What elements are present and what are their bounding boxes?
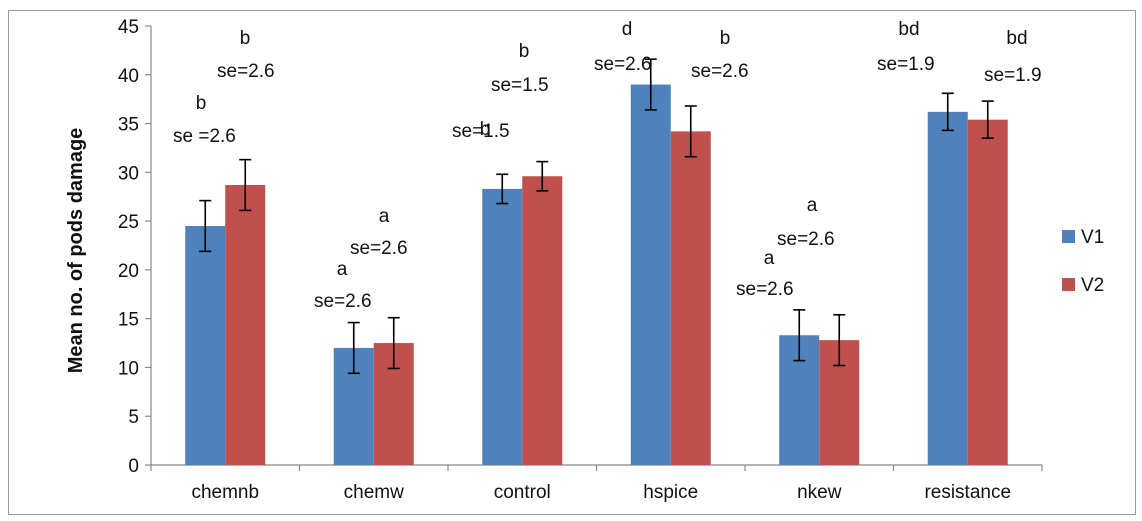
y-axis: Mean no. of pods damage 0 5 10 15 20 25 30 35 40… bbox=[65, 17, 152, 477]
x-axis: chemnb chemw control hspice nkew resistance bbox=[150, 464, 1043, 503]
se-label: se=1.9 bbox=[984, 65, 1042, 86]
bar-v1 bbox=[630, 84, 671, 466]
y-tick-label: 45 bbox=[118, 17, 139, 38]
y-tick-label: 35 bbox=[118, 115, 139, 136]
y-tick-label: 20 bbox=[118, 261, 139, 282]
x-tick-label: nkew bbox=[797, 482, 842, 503]
significance-letter: a bbox=[379, 206, 390, 227]
se-label: se=1.5 bbox=[452, 121, 510, 142]
annotations: bse =2.6bse=2.6ase=2.6ase=2.6bse=1.5bse=… bbox=[173, 19, 1042, 312]
y-tick-label: 10 bbox=[118, 358, 139, 379]
se-label: se=2.6 bbox=[350, 238, 408, 259]
se-label: se=2.6 bbox=[736, 279, 794, 300]
bars bbox=[185, 84, 1008, 466]
y-tick-label: 5 bbox=[128, 407, 139, 428]
legend-label-v1: V1 bbox=[1081, 227, 1104, 248]
y-axis-title: Mean no. of pods damage bbox=[65, 128, 87, 374]
legend-label-v2: V2 bbox=[1081, 275, 1104, 296]
bar-v2 bbox=[522, 176, 563, 466]
x-tick-label: chemnb bbox=[191, 482, 259, 503]
significance-letter: a bbox=[337, 259, 348, 280]
significance-letter: b bbox=[720, 28, 731, 49]
x-tick-label: resistance bbox=[924, 482, 1011, 503]
se-label: se =2.6 bbox=[173, 126, 236, 147]
bar-v1 bbox=[927, 111, 968, 466]
significance-letter: b bbox=[240, 28, 251, 49]
significance-letter: bd bbox=[898, 19, 919, 40]
y-tick-label: 40 bbox=[118, 66, 139, 87]
se-label: se=2.6 bbox=[217, 61, 275, 82]
bar-v1 bbox=[185, 225, 226, 465]
se-label: se=1.9 bbox=[877, 54, 935, 75]
y-tick-label: 0 bbox=[128, 456, 139, 477]
bar-v1 bbox=[482, 188, 523, 465]
se-label: se=2.6 bbox=[777, 229, 835, 250]
legend: V1 V2 bbox=[1062, 227, 1104, 296]
y-tick-label: 30 bbox=[118, 163, 139, 184]
significance-letter: b bbox=[196, 93, 207, 114]
significance-letter: a bbox=[764, 248, 775, 269]
x-tick-label: chemw bbox=[344, 482, 404, 503]
se-label: se=2.6 bbox=[314, 291, 372, 312]
legend-swatch-v2 bbox=[1062, 278, 1075, 291]
bar-v2 bbox=[967, 119, 1008, 466]
y-tick-label: 25 bbox=[118, 212, 139, 233]
x-tick-label: control bbox=[494, 482, 551, 503]
bar-v2 bbox=[670, 131, 711, 466]
se-label: se=2.6 bbox=[691, 61, 749, 82]
significance-letter: d bbox=[622, 19, 633, 40]
bar-v2 bbox=[225, 185, 266, 465]
error-bars bbox=[199, 58, 994, 375]
significance-letter: b bbox=[519, 41, 530, 62]
se-label: se=2.6 bbox=[594, 54, 652, 75]
x-tick-label: hspice bbox=[643, 482, 698, 503]
significance-letter: b bbox=[480, 119, 491, 140]
y-tick-label: 15 bbox=[118, 310, 139, 331]
legend-swatch-v1 bbox=[1062, 230, 1075, 243]
significance-letter: a bbox=[807, 195, 818, 216]
significance-letter: bd bbox=[1006, 28, 1027, 49]
se-label: se=1.5 bbox=[491, 75, 549, 96]
